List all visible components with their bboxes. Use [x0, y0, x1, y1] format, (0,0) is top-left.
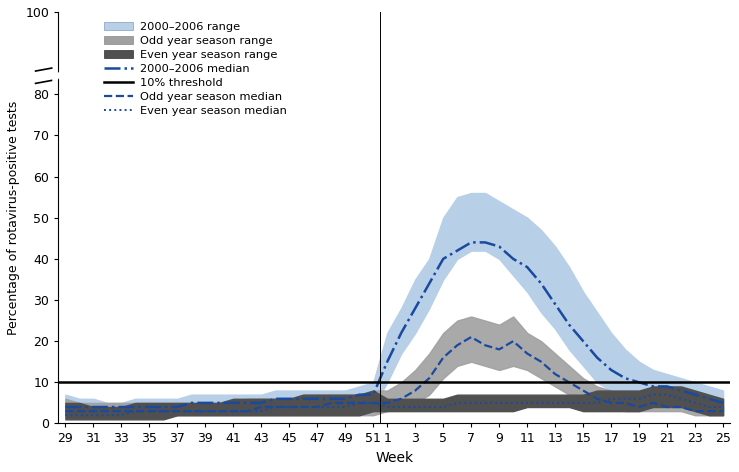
X-axis label: Week: Week — [375, 451, 413, 465]
Y-axis label: Percentage of rotavirus-positive tests: Percentage of rotavirus-positive tests — [7, 101, 20, 335]
Legend: 2000–2006 range, Odd year season range, Even year season range, 2000–2006 median: 2000–2006 range, Odd year season range, … — [104, 22, 287, 116]
